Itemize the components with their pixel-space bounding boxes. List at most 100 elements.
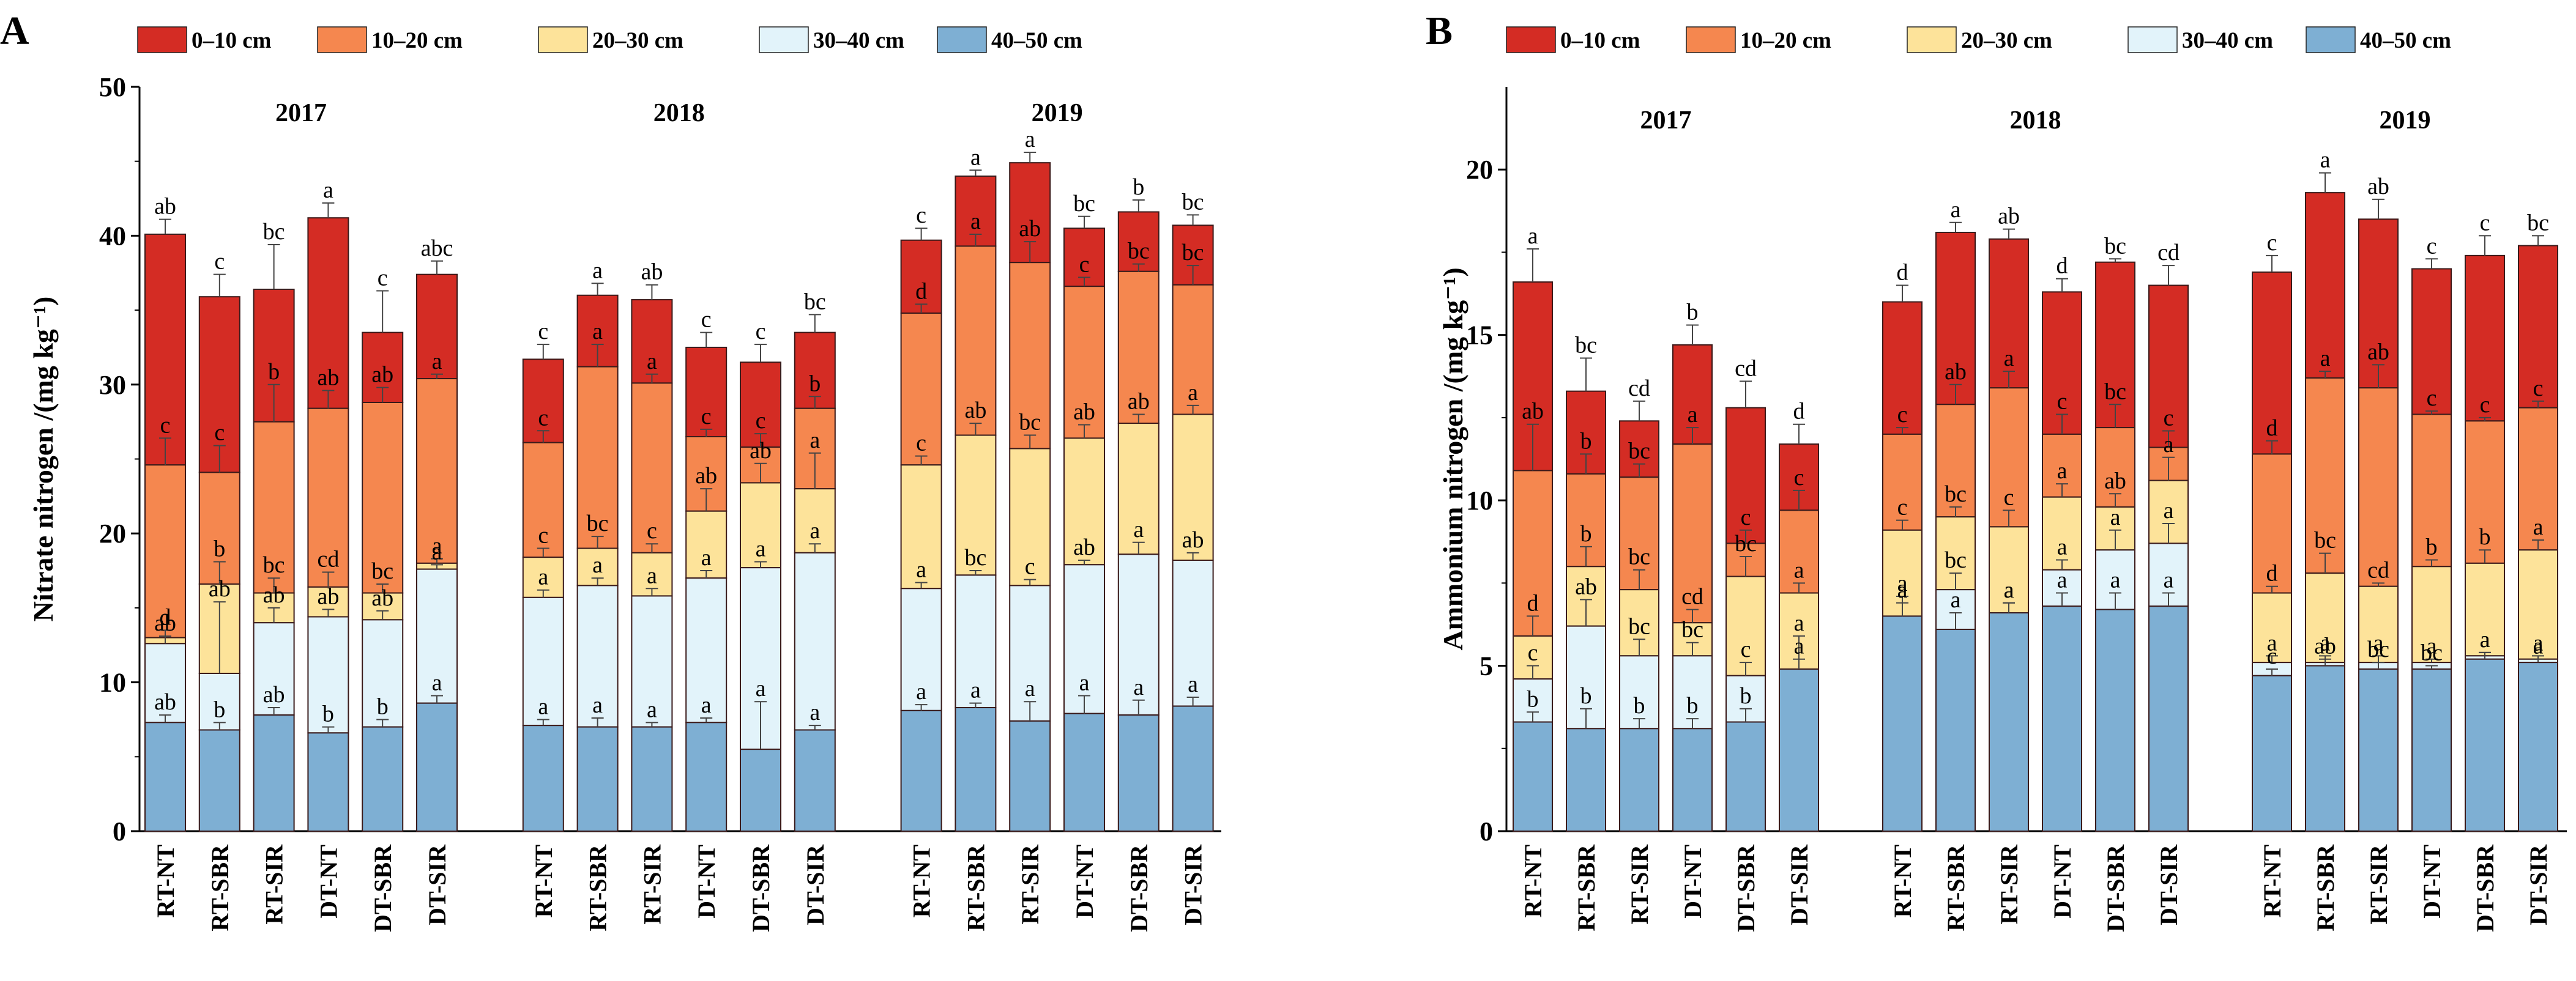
significance-letter: bc (1019, 410, 1041, 435)
bar-segment (2095, 609, 2135, 832)
significance-letter: a (810, 428, 820, 453)
legend-swatch (2127, 26, 2178, 53)
x-tick-label: DT-SIR (1180, 844, 1207, 925)
significance-letter: a (2164, 498, 2174, 524)
bar-segment (740, 361, 781, 448)
significance-letter: bc (587, 511, 609, 536)
bar-segment (2518, 245, 2558, 409)
significance-letter: ab (2314, 634, 2336, 659)
year-label: 2017 (1640, 106, 1692, 135)
significance-letter: bc (1628, 613, 1650, 639)
significance-letter: bc (964, 545, 986, 571)
bar-segment (2148, 605, 2189, 832)
bar-segment (1989, 612, 2029, 832)
significance-letter: cd (1735, 355, 1757, 381)
significance-letter: a (1079, 670, 1090, 696)
significance-letter: a (2057, 534, 2068, 560)
significance-letter: cd (317, 546, 339, 572)
bar-segment (1172, 284, 1214, 415)
year-label: 2018 (653, 99, 705, 127)
significance-letter: a (323, 177, 333, 203)
significance-letter: a (1133, 517, 1144, 542)
significance-letter: a (756, 676, 766, 702)
significance-letter: ab (1073, 535, 1095, 560)
significance-letter: a (1951, 587, 1961, 613)
bar-segment (1009, 262, 1051, 450)
significance-letter: d (2057, 253, 2068, 279)
bar-segment (2042, 605, 2082, 832)
legend-swatch (759, 26, 809, 53)
bar-segment (740, 482, 781, 569)
significance-letter: a (1188, 672, 1198, 697)
bar-segment (198, 296, 240, 473)
y-tick-label: 5 (1480, 651, 1493, 681)
bar-segment (1989, 526, 2029, 614)
bar-segment (1063, 437, 1105, 566)
year-label: 2019 (1032, 99, 1083, 127)
significance-letter: ab (371, 362, 393, 388)
significance-letter: a (592, 552, 603, 578)
significance-letter: bc (1182, 240, 1204, 265)
significance-letter: a (2480, 627, 2490, 653)
bar-segment (2518, 662, 2558, 832)
bar-segment (1172, 705, 1214, 832)
significance-letter: a (970, 678, 981, 703)
bar-segment (1009, 448, 1051, 587)
bar-segment (576, 366, 619, 549)
x-tick-label: DT-NT (1071, 845, 1098, 919)
bar-segment (685, 577, 728, 724)
legend-label: 0–10 cm (192, 28, 272, 53)
legend-label: 20–30 cm (592, 28, 683, 53)
bar-segment (794, 331, 836, 409)
significance-letter: ab (2367, 339, 2389, 365)
significance-letter: bc (1735, 531, 1757, 557)
significance-letter: ab (1945, 359, 1967, 385)
bar-segment (1619, 655, 1659, 730)
legend-swatch (937, 26, 987, 53)
bar-segment (900, 709, 942, 832)
bar-segment (685, 435, 728, 512)
significance-letter: b (809, 371, 821, 396)
significance-letter: bc (1681, 617, 1703, 643)
bar-segment (198, 729, 240, 832)
x-tick-label: DT-SIR (423, 844, 451, 925)
significance-letter: c (701, 404, 712, 429)
significance-letter: a (647, 697, 657, 722)
x-tick-label: RT-NT (2258, 845, 2286, 918)
significance-letter: b (1527, 686, 1539, 712)
significance-letter: d (2266, 561, 2278, 587)
significance-letter: ab (154, 194, 176, 220)
panel-b: B 0–10 cm 10–20 cm 20–30 cm 30–40 cm 40–50 c… (1426, 9, 2567, 932)
bar-segment (362, 726, 404, 832)
bar-segment (2095, 261, 2135, 429)
significance-letter: bc (1628, 544, 1650, 570)
x-tick-label: RT-SBR (206, 844, 234, 931)
legend-swatch (317, 26, 367, 53)
x-tick-label: DT-SIR (2155, 844, 2183, 925)
significance-letter: ab (750, 438, 772, 464)
significance-letter: c (214, 249, 225, 275)
y-tick-label: 20 (1466, 155, 1493, 185)
x-tick-label: DT-SBR (2471, 844, 2499, 932)
significance-letter: a (701, 545, 712, 571)
significance-letter: a (2057, 568, 2068, 593)
significance-letter: c (1741, 505, 1751, 530)
bar-segment (522, 442, 564, 558)
significance-letter: a (2320, 630, 2331, 656)
significance-letter: c (1079, 252, 1090, 278)
significance-letter: a (2533, 630, 2544, 656)
significance-letter: a (2427, 634, 2437, 659)
bar-segment (144, 233, 186, 466)
legend-a: 0–10 cm 10–20 cm 20–30 cm 30–40 cm 40–50 cm (137, 26, 1082, 53)
y-tick-label: 10 (99, 668, 126, 698)
legend-b: 0–10 cm 10–20 cm 20–30 cm 30–40 cm 40–50 cm (1506, 26, 2451, 53)
bar-segment (1935, 629, 1976, 832)
significance-letter: ab (1998, 204, 2020, 229)
significance-letter: c (1794, 465, 1804, 490)
x-tick-label: RT-SBR (1573, 844, 1600, 931)
significance-letter: c (756, 319, 766, 344)
significance-letter: a (647, 563, 657, 588)
significance-letter: c (214, 420, 225, 446)
significance-letter: d (1527, 590, 1539, 616)
significance-letter: c (2004, 484, 2014, 510)
